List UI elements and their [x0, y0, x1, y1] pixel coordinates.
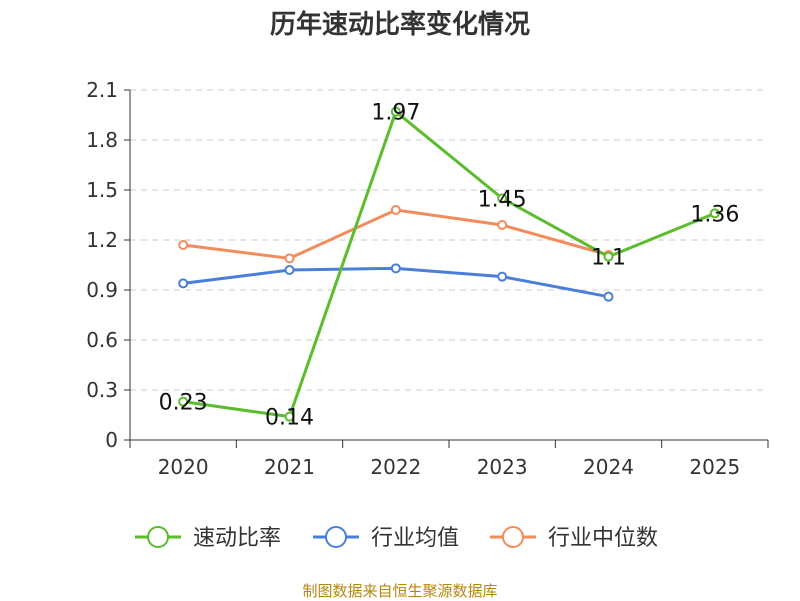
x-tick-label: 2024 [583, 455, 634, 479]
y-tick-label: 1.2 [86, 228, 118, 252]
x-tick-label: 2020 [158, 455, 209, 479]
data-point [390, 263, 401, 274]
data-point [178, 396, 189, 407]
y-tick-label: 0.3 [86, 378, 118, 402]
data-point [709, 208, 720, 219]
grid-layer [130, 89, 768, 391]
x-tick-label: 2022 [370, 455, 421, 479]
label-layer: 0.23 0.14 1.97 1.45 1.1 1.36 [159, 101, 740, 431]
data-label: 0.23 [159, 391, 208, 416]
legend: 速动比率 行业均值 行业中位数 [135, 526, 658, 551]
data-point [603, 291, 614, 302]
y-tick-label: 1.5 [86, 178, 118, 202]
y-tick-label: 2.1 [86, 78, 118, 102]
legend-label: 行业均值 [371, 526, 459, 551]
data-label: 0.14 [265, 406, 314, 431]
chart-title: 历年速动比率变化情况 [269, 10, 530, 40]
series-line-3 [182, 208, 609, 260]
data-label: 1.36 [690, 202, 739, 227]
data-point [178, 240, 189, 250]
y-tick-label: 0 [105, 428, 118, 452]
data-point [497, 193, 508, 204]
data-point [284, 265, 295, 275]
x-tick-label: 2025 [689, 455, 740, 479]
series-line-1 [182, 110, 716, 419]
legend-marker [147, 526, 169, 548]
legend-marker [325, 526, 347, 548]
x-tick-label: 2023 [477, 455, 528, 479]
data-label: 1.1 [591, 246, 626, 271]
data-point [284, 253, 295, 264]
legend-label: 行业中位数 [548, 526, 658, 551]
legend-label: 速动比率 [193, 526, 281, 551]
data-point [603, 251, 614, 262]
legend-marker [502, 526, 524, 548]
data-point [497, 271, 508, 282]
source-note: 制图数据来自恒生聚源数据库 [302, 582, 498, 600]
axis-layer: 0 0.3 0.6 0.9 1.2 1.5 1.8 2.1 2020 2021 2022 2023 20… [86, 78, 769, 479]
data-point [178, 278, 189, 289]
y-tick-label: 0.9 [86, 278, 118, 302]
x-tick-label: 2021 [264, 455, 315, 479]
y-tick-label: 1.8 [86, 128, 118, 152]
series-layer [178, 106, 720, 422]
y-tick-label: 0.6 [86, 328, 118, 352]
data-label: 1.97 [371, 101, 420, 126]
data-point [390, 205, 401, 215]
data-point [497, 220, 508, 230]
data-point [284, 411, 295, 422]
data-label: 1.45 [478, 187, 527, 212]
data-point [390, 106, 401, 117]
